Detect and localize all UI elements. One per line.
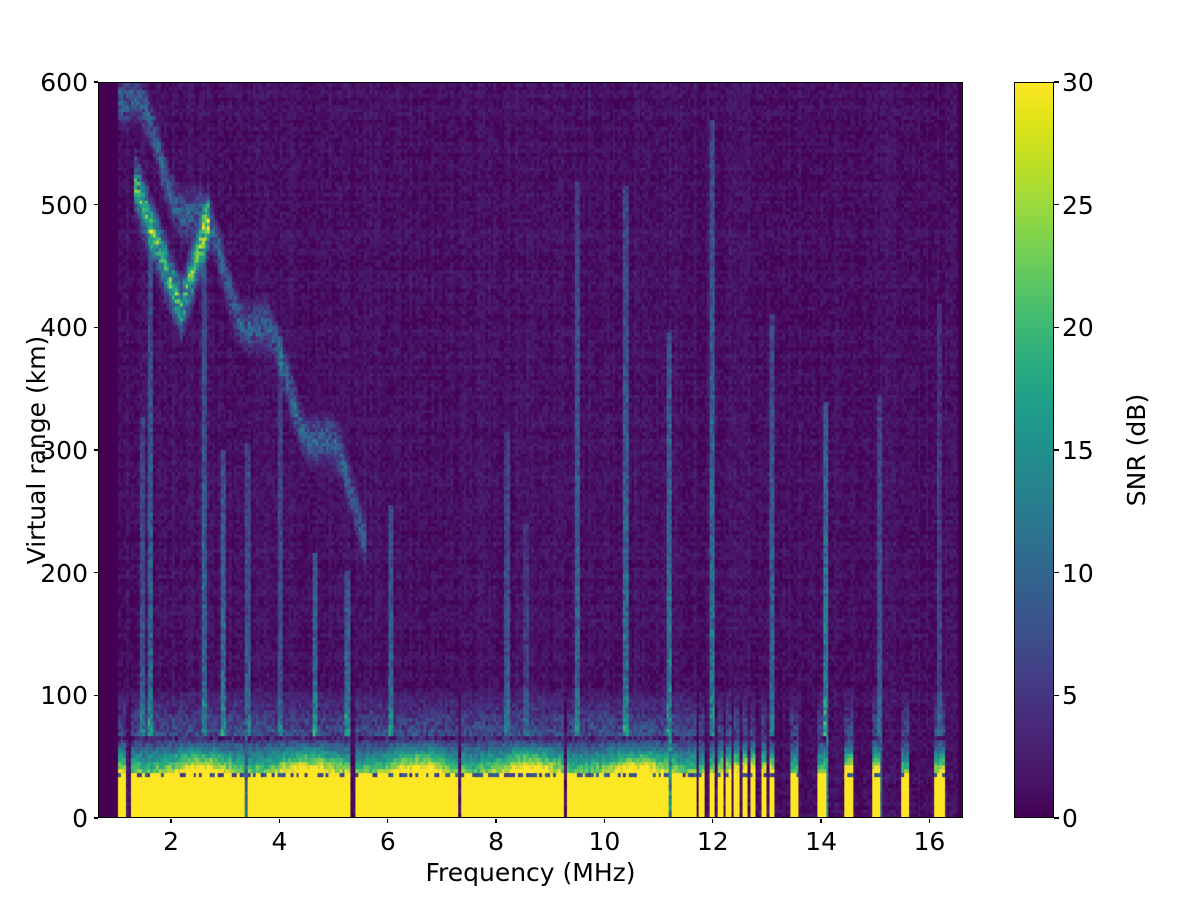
colorbar-tick-mark (1054, 449, 1059, 451)
x-tick-label: 2 (163, 827, 180, 856)
ionogram-heatmap (99, 83, 962, 817)
x-tick-label: 6 (379, 827, 396, 856)
colorbar-tick-label: 15 (1062, 436, 1094, 465)
colorbar-tick-label: 30 (1062, 68, 1094, 97)
colorbar-tick-label: 0 (1062, 804, 1078, 833)
x-axis-label: Frequency (MHz) (425, 858, 636, 887)
colorbar-label: SNR (dB) (1122, 393, 1151, 507)
x-tick-mark (387, 818, 389, 824)
x-tick-mark (495, 818, 497, 824)
colorbar-tick-label: 25 (1062, 190, 1094, 220)
colorbar (1014, 82, 1054, 818)
x-tick-label: 4 (271, 827, 288, 856)
y-tick-label: 100 (40, 681, 88, 711)
x-tick-label: 12 (696, 827, 729, 856)
colorbar-tick-mark (1054, 694, 1059, 696)
y-tick-mark (93, 817, 98, 819)
x-tick-label: 16 (913, 827, 946, 856)
y-tick-mark (93, 204, 98, 206)
ionogram-plot-area (98, 82, 963, 818)
y-tick-mark (93, 449, 98, 451)
y-tick-label: 300 (40, 436, 88, 465)
colorbar-tick-mark (1054, 817, 1059, 819)
x-tick-label: 14 (805, 827, 837, 856)
y-tick-label: 0 (72, 804, 88, 833)
colorbar-tick-mark (1054, 204, 1059, 206)
colorbar-tick-mark (1054, 81, 1059, 83)
y-tick-mark (93, 81, 98, 83)
y-tick-mark (93, 694, 98, 696)
colorbar-tick-label: 10 (1062, 558, 1094, 588)
x-tick-mark (603, 818, 606, 824)
y-tick-mark (93, 326, 98, 328)
y-tick-label: 600 (40, 68, 88, 97)
x-tick-mark (712, 818, 714, 824)
y-tick-label: 500 (40, 190, 88, 220)
x-tick-mark (278, 818, 281, 824)
colorbar-tick-mark (1054, 326, 1059, 328)
x-tick-label: 8 (488, 827, 505, 856)
y-tick-label: 200 (40, 558, 88, 588)
x-tick-mark (928, 818, 931, 824)
x-tick-mark (170, 818, 172, 824)
y-axis-label: Virtual range (km) (22, 335, 51, 565)
y-tick-mark (93, 572, 98, 574)
colorbar-tick-label: 20 (1062, 313, 1094, 343)
colorbar-gradient (1015, 83, 1053, 817)
colorbar-tick-label: 5 (1062, 681, 1078, 711)
colorbar-tick-mark (1054, 572, 1059, 574)
y-tick-label: 400 (40, 313, 88, 343)
x-tick-label: 10 (588, 827, 621, 856)
x-tick-mark (820, 818, 822, 824)
